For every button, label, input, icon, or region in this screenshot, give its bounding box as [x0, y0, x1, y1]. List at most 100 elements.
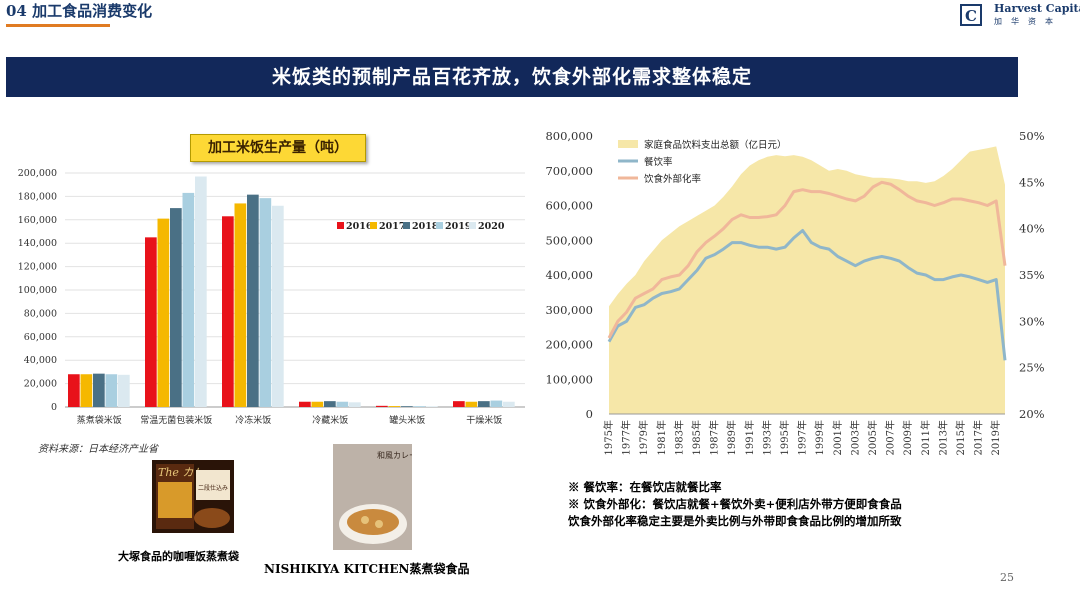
product-caption-otsuka: 大塚食品的咖喱饭蒸煮袋	[118, 550, 239, 563]
bar-2020-4	[426, 406, 438, 407]
bar-2018-0	[93, 373, 105, 407]
line-y-left-tick-label: 0	[586, 407, 593, 421]
line-x-tick-label: 2005年	[866, 420, 879, 455]
line-x-tick-label: 1989年	[725, 420, 738, 455]
bar-2017-0	[80, 374, 93, 407]
bar-2016-0	[68, 374, 80, 407]
line-x-tick-label: 1991年	[743, 420, 756, 455]
title-underline	[6, 24, 110, 27]
line-legend-label: 家庭食品饮料支出总额（亿日元）	[644, 139, 787, 151]
bar-2019-5	[490, 400, 503, 407]
bar-y-tick-label: 20,000	[24, 379, 57, 390]
bar-2018-3	[324, 401, 336, 407]
bar-2019-4	[413, 406, 426, 407]
bar-y-tick-label: 180,000	[18, 191, 57, 202]
line-x-tick-label: 2001年	[831, 420, 844, 455]
bar-2020-2	[272, 205, 284, 407]
line-y-right-tick-label: 35%	[1019, 268, 1045, 282]
bar-2020-0	[118, 374, 130, 407]
otsuka-curry-pack-image: The カレー 二段仕込み	[152, 460, 234, 533]
food-spending-line-chart: 800,000 700,000 600,000 500,000 400,000 300,0…	[545, 129, 1045, 455]
bar-2018-4	[401, 406, 413, 407]
bar-legend-swatch-2017	[370, 222, 377, 229]
bar-x-category-label: 冷藏米饭	[312, 414, 348, 426]
headline-banner: 米饭类的预制产品百花齐放，饮食外部化需求整体稳定	[6, 57, 1018, 97]
headline-text: 米饭类的预制产品百花齐放，饮食外部化需求整体稳定	[271, 66, 752, 88]
line-y-left-tick-label: 600,000	[545, 199, 593, 213]
line-x-tick-label: 1997年	[796, 420, 809, 455]
bar-legend-swatch-2016	[337, 222, 344, 229]
bar-2019-2	[259, 198, 272, 407]
company-name-cn: 加华资本	[994, 17, 1062, 26]
bar-legend-swatch-2018	[403, 222, 410, 229]
line-y-right-tick-label: 25%	[1019, 361, 1045, 375]
pack-1-sub-text: 二段仕込み	[198, 484, 228, 492]
line-x-tick-label: 1999年	[813, 420, 826, 455]
line-x-tick-label: 1993年	[760, 420, 773, 455]
bar-2020-1	[195, 176, 207, 407]
bar-legend-swatch-2020	[469, 222, 476, 229]
bar-x-category-label: 蒸煮袋米饭	[77, 414, 122, 426]
pack-2-label-text: 和風カレー じゃが豚	[377, 450, 412, 460]
source-note: 资料来源：日本经济产业省	[38, 444, 158, 455]
bar-2017-4	[388, 406, 401, 407]
bar-2016-3	[299, 401, 311, 407]
bar-2017-5	[465, 401, 478, 407]
line-x-tick-label: 2007年	[884, 420, 897, 455]
line-y-left-tick-label: 200,000	[545, 338, 593, 352]
line-food-externalization-rate	[607, 180, 1007, 339]
bar-y-tick-label: 160,000	[18, 215, 57, 226]
line-x-tick-label: 2011年	[919, 420, 932, 455]
bar-y-tick-label: 100,000	[18, 285, 57, 296]
line-y-left-tick-label: 400,000	[545, 268, 593, 282]
product-caption-nishikiya: NISHIKIYA KITCHEN蒸煮袋食品	[264, 562, 470, 576]
line-x-tick-label: 1977年	[620, 420, 633, 455]
line-x-tick-label: 1985年	[690, 420, 703, 455]
bar-2016-4	[376, 405, 388, 407]
bar-2018-2	[247, 194, 259, 407]
bar-y-tick-label: 140,000	[18, 238, 57, 249]
page-number: 25	[1000, 571, 1014, 584]
note-dining-out-rate: ※ 餐饮率：在餐饮店就餐比率	[568, 480, 722, 494]
bar-2017-1	[157, 218, 170, 407]
section-title: 04 加工食品消费变化	[6, 2, 153, 20]
line-y-left-tick-label: 800,000	[545, 129, 593, 143]
line-x-tick-label: 1979年	[637, 420, 650, 455]
bar-x-category-label: 罐头米饭	[389, 414, 425, 426]
company-name: Harvest Capital	[994, 2, 1080, 15]
bar-2019-3	[336, 401, 349, 407]
company-logo-icon: C	[960, 4, 982, 26]
area-household-food-spending	[609, 146, 1005, 414]
line-x-tick-label: 2009年	[901, 420, 914, 455]
line-legend-swatch-area	[618, 140, 638, 148]
bar-2017-3	[311, 401, 324, 407]
bar-legend-swatch-2019	[436, 222, 443, 229]
line-legend-label: 餐饮率	[644, 156, 673, 168]
line-x-tick-label: 1981年	[655, 420, 668, 455]
line-x-tick-label: 2017年	[972, 420, 985, 455]
bar-2016-2	[222, 216, 234, 407]
bar-y-tick-label: 80,000	[24, 308, 57, 319]
bar-legend-label: 2020	[478, 221, 505, 232]
bar-2018-1	[170, 208, 182, 407]
bar-2016-5	[453, 401, 465, 407]
line-x-tick-label: 2003年	[848, 420, 861, 455]
line-x-tick-label: 1975年	[602, 420, 615, 455]
line-dining-out-rate	[607, 229, 1007, 361]
bar-y-tick-label: 60,000	[24, 332, 57, 343]
line-x-tick-label: 1995年	[778, 420, 791, 455]
line-x-tick-label: 2015年	[954, 420, 967, 455]
bar-2017-2	[234, 203, 247, 407]
bar-x-category-label: 常温无菌包装米饭	[140, 414, 212, 426]
line-x-tick-label: 2013年	[936, 420, 949, 455]
line-x-tick-label: 1987年	[708, 420, 721, 455]
line-y-left-tick-label: 700,000	[545, 164, 593, 178]
bar-2016-1	[145, 237, 157, 407]
line-y-right-tick-label: 50%	[1019, 129, 1045, 143]
line-y-right-tick-label: 45%	[1019, 175, 1045, 189]
line-y-left-tick-label: 500,000	[545, 233, 593, 247]
line-y-right-tick-label: 20%	[1019, 407, 1045, 421]
line-x-tick-label: 1983年	[672, 420, 685, 455]
bar-2018-5	[478, 401, 490, 407]
note-food-externalization: ※ 饮食外部化：餐饮店就餐+餐饮外卖+便利店外带方便即食食品	[568, 497, 902, 511]
